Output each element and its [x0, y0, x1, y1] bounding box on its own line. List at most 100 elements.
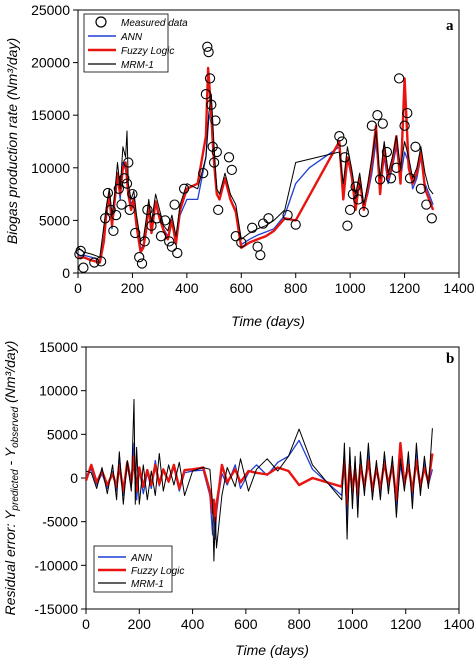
measured-point-46	[247, 222, 258, 233]
panel-a-xtick-label-5: 1000	[335, 280, 366, 296]
measured-point-58	[347, 188, 359, 200]
panel-b-ytick-label-2: -5000	[42, 514, 78, 530]
measured-point-36	[206, 99, 217, 110]
measured-point-2	[78, 262, 89, 273]
measured-point-54	[336, 136, 348, 147]
measured-point-64	[374, 174, 386, 185]
measured-point-28	[169, 199, 180, 210]
measured-point-51	[282, 209, 293, 221]
measured-point-14	[123, 157, 134, 168]
measured-point-22	[146, 220, 157, 231]
panel-a-ytick-label-4: 20000	[31, 55, 70, 71]
measured-point-21	[142, 204, 153, 216]
measured-point-41	[213, 204, 224, 216]
measured-point-24	[155, 231, 167, 242]
measured-point-43	[226, 164, 237, 176]
measured-point-35	[204, 73, 216, 84]
measured-point-31	[198, 167, 209, 179]
measured-point-72	[404, 173, 416, 184]
panel-b-letter: b	[446, 351, 454, 367]
measured-point-7	[105, 204, 116, 216]
measured-point-26	[164, 236, 175, 247]
measured-point-45	[236, 237, 247, 248]
panel-b-series	[84, 398, 434, 562]
measured-point-19	[136, 258, 148, 269]
measured-point-11	[116, 199, 127, 210]
measured-point-55	[339, 152, 350, 163]
ylabel-mid: - Y	[2, 446, 18, 469]
panel-a-ytick-label-2: 10000	[31, 160, 70, 176]
panel-a-ylabel: Biogas production rate (Nm³/day)	[4, 38, 20, 244]
measured-point-8	[108, 225, 119, 237]
measured-point-57	[344, 204, 356, 216]
ylabel-sub-observed: observed	[10, 406, 21, 448]
panel-b-xtick-label-7: 1400	[443, 616, 474, 632]
panel-a-series-fuzzy-logic	[77, 66, 435, 264]
measured-point-12	[119, 173, 130, 184]
panel-b-xlabel: Time (days)	[235, 642, 309, 658]
measured-point-63	[372, 110, 383, 121]
measured-point-67	[385, 173, 397, 184]
panel-a-xtick-label-1: 200	[121, 280, 145, 296]
panel-b-xtick-label-2: 400	[181, 616, 205, 632]
legend-measured-label: Measured data	[121, 18, 188, 29]
panel-a-ticks: 0 200 400 600 800 1000 1200 1400 0 5000 10000 15000…	[31, 2, 474, 296]
measured-point-74	[415, 183, 427, 194]
measured-point-30	[178, 183, 190, 194]
measured-point-53	[334, 131, 345, 142]
panel-b-ytick-label-6: 15000	[39, 339, 78, 355]
measured-point-75	[421, 199, 432, 210]
measured-point-68	[391, 162, 402, 173]
legend-b-mrm-label: MRM-1	[131, 579, 164, 590]
panel-b-xtick-label-0: 0	[82, 616, 90, 632]
panel-a-ytick-label-5: 25000	[31, 2, 70, 18]
panel-b: b 0 200 400 600 800 1000 1200 1400 -15000 -10000 -…	[2, 339, 474, 658]
measured-point-50	[263, 213, 274, 224]
measured-point-76	[426, 213, 437, 224]
measured-point-71	[402, 107, 413, 119]
panel-b-ytick-label-1: -10000	[34, 557, 78, 573]
panel-a: a 0 200 400 600 800 1000 1200 1400 0 5000 10000 150…	[4, 2, 474, 329]
measured-point-62	[366, 120, 378, 131]
panel-a-measured-points	[74, 41, 437, 273]
panel-a-xtick-label-4: 800	[284, 280, 308, 296]
measured-point-52	[290, 219, 301, 230]
panel-a-ytick-label-0: 0	[62, 265, 70, 281]
measured-point-48	[255, 249, 266, 261]
panel-a-xtick-label-0: 0	[74, 280, 82, 296]
measured-point-23	[151, 213, 163, 224]
measured-point-18	[134, 252, 145, 263]
panel-a-ytick-label-3: 15000	[31, 107, 70, 123]
panel-b-xtick-label-1: 200	[128, 616, 152, 632]
ylabel-sub-predicted: predicted	[10, 469, 21, 512]
measured-point-16	[127, 188, 138, 200]
panel-a-legend-box	[83, 13, 169, 73]
measured-point-9	[110, 209, 122, 221]
panel-a-series-mrm-1	[77, 93, 434, 258]
measured-point-3	[89, 257, 100, 268]
panel-a-series	[77, 66, 435, 264]
measured-point-4	[95, 256, 107, 267]
measured-point-56	[342, 220, 353, 231]
panel-a-xlabel: Time (days)	[231, 313, 305, 329]
panel-a-xtick-label-3: 600	[230, 280, 254, 296]
measured-point-34	[203, 46, 214, 58]
measured-point-6	[102, 187, 114, 199]
measured-point-59	[350, 181, 361, 192]
panel-a-xtick-label-6: 1200	[389, 280, 420, 296]
legend-ann-label: ANN	[120, 32, 143, 43]
panel-b-ytick-label-5: 10000	[39, 383, 78, 399]
measured-point-66	[381, 146, 393, 158]
panel-a-legend: Measured data ANN Fuzzy Logic MRM-1	[83, 13, 188, 73]
measured-point-61	[358, 206, 369, 218]
measured-point-69	[393, 73, 405, 84]
measured-point-32	[200, 89, 212, 100]
measured-point-60	[353, 194, 364, 205]
measured-point-15	[124, 204, 135, 216]
measured-point-42	[223, 152, 235, 163]
legend-b-fuzzy-label: Fuzzy Logic	[131, 566, 184, 577]
panel-b-legend: ANN Fuzzy Logic MRM-1	[93, 545, 184, 593]
panel-b-ticks: 0 200 400 600 800 1000 1200 1400 -15000 -10000 -50…	[34, 339, 474, 632]
measured-point-33	[202, 41, 213, 52]
